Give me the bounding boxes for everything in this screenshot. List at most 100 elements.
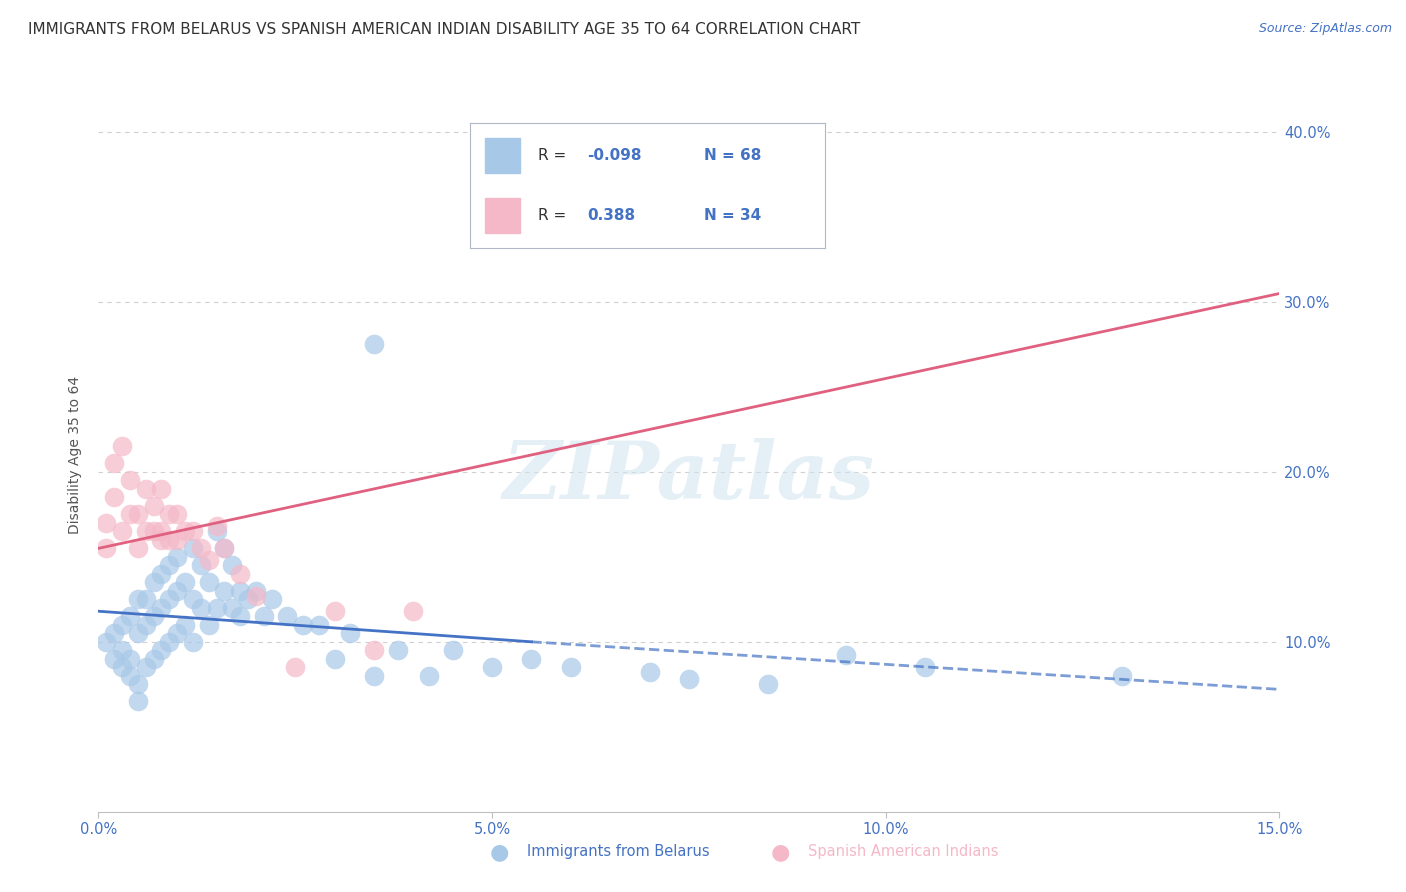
Text: Spanish American Indians: Spanish American Indians <box>808 845 998 859</box>
Point <box>181 541 204 556</box>
Point <box>96 541 118 556</box>
Point <box>214 541 236 556</box>
Point <box>127 626 149 640</box>
Point <box>914 660 936 674</box>
Point <box>135 482 157 496</box>
Point <box>765 193 787 207</box>
Point <box>323 604 346 618</box>
Text: IMMIGRANTS FROM BELARUS VS SPANISH AMERICAN INDIAN DISABILITY AGE 35 TO 64 CORRE: IMMIGRANTS FROM BELARUS VS SPANISH AMERI… <box>28 22 860 37</box>
Point <box>205 600 228 615</box>
Point <box>308 617 330 632</box>
Point <box>103 491 125 505</box>
Point <box>197 617 219 632</box>
Point <box>150 566 173 581</box>
Point <box>418 669 440 683</box>
Point <box>111 524 134 539</box>
Point <box>560 660 582 674</box>
Point <box>166 583 188 598</box>
Point <box>127 592 149 607</box>
Point <box>174 524 197 539</box>
Point <box>135 524 157 539</box>
Text: Source: ZipAtlas.com: Source: ZipAtlas.com <box>1258 22 1392 36</box>
Point <box>135 660 157 674</box>
Point <box>135 617 157 632</box>
Point <box>190 558 212 573</box>
Point <box>214 583 236 598</box>
Point <box>481 660 503 674</box>
Point <box>142 524 165 539</box>
Point <box>441 643 464 657</box>
Text: ZIPatlas: ZIPatlas <box>503 438 875 515</box>
Point <box>150 533 173 547</box>
Point <box>150 482 173 496</box>
Point <box>96 516 118 530</box>
Point <box>678 672 700 686</box>
Point <box>127 541 149 556</box>
Point <box>363 337 385 351</box>
Point <box>229 609 252 624</box>
Point <box>387 643 409 657</box>
Text: ●: ● <box>770 842 790 862</box>
Point <box>103 626 125 640</box>
Point <box>236 592 259 607</box>
Point <box>205 524 228 539</box>
Text: ●: ● <box>489 842 509 862</box>
Point <box>118 474 141 488</box>
Point <box>638 665 661 680</box>
Point <box>181 592 204 607</box>
Point <box>96 635 118 649</box>
Point <box>190 541 212 556</box>
Point <box>118 508 141 522</box>
Point <box>157 592 180 607</box>
Point <box>174 575 197 590</box>
Point <box>111 617 134 632</box>
Point <box>323 652 346 666</box>
Point <box>166 549 188 564</box>
Point <box>118 652 141 666</box>
Point <box>142 609 165 624</box>
Point <box>260 592 283 607</box>
Point <box>142 499 165 513</box>
Point <box>150 643 173 657</box>
Point <box>157 533 180 547</box>
Point <box>520 652 543 666</box>
Point <box>253 609 276 624</box>
Point <box>402 604 425 618</box>
Point <box>363 669 385 683</box>
Point <box>166 626 188 640</box>
Point <box>835 648 858 663</box>
Y-axis label: Disability Age 35 to 64: Disability Age 35 to 64 <box>69 376 83 534</box>
Point <box>127 694 149 708</box>
Point <box>245 583 267 598</box>
Point <box>284 660 307 674</box>
Point <box>166 533 188 547</box>
Point <box>205 519 228 533</box>
Point <box>214 541 236 556</box>
Point <box>157 558 180 573</box>
Point <box>111 439 134 453</box>
Point <box>245 589 267 603</box>
Point <box>197 575 219 590</box>
Point <box>103 652 125 666</box>
Point <box>221 600 243 615</box>
Point <box>150 600 173 615</box>
Point <box>339 626 361 640</box>
Point <box>127 508 149 522</box>
Point <box>166 508 188 522</box>
Point <box>142 575 165 590</box>
Point <box>292 617 315 632</box>
Point <box>111 643 134 657</box>
Point <box>111 660 134 674</box>
Point <box>118 669 141 683</box>
Point <box>150 524 173 539</box>
Text: Immigrants from Belarus: Immigrants from Belarus <box>527 845 710 859</box>
Point <box>103 457 125 471</box>
Point <box>142 652 165 666</box>
Point <box>229 566 252 581</box>
Point <box>127 677 149 691</box>
Point <box>229 583 252 598</box>
Point <box>276 609 298 624</box>
Point <box>135 592 157 607</box>
Point <box>181 524 204 539</box>
Point <box>157 635 180 649</box>
